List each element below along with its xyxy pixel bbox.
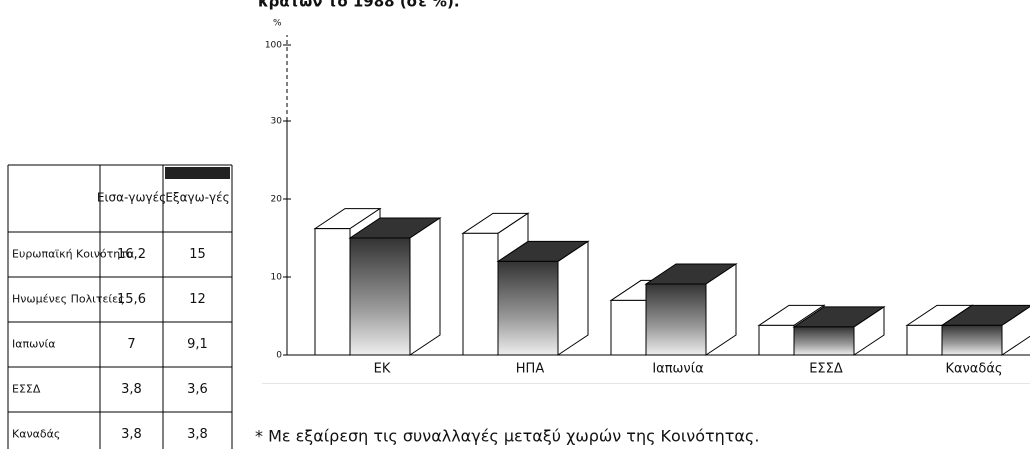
- table-cell: 9,1: [187, 337, 208, 352]
- bar: [610, 299, 647, 356]
- table-cell: Καναδάς: [12, 428, 60, 441]
- bar: [314, 228, 351, 356]
- table-cell: 3,8: [187, 427, 208, 442]
- table-cell: 3,6: [187, 382, 208, 397]
- bar: [793, 326, 855, 356]
- y-tick-label: 30: [271, 117, 283, 127]
- bar: [349, 237, 411, 356]
- y-tick-label: 0: [276, 351, 282, 361]
- table-cell: ΕΣΣΔ: [12, 383, 41, 396]
- x-tick-label: ΗΠΑ: [516, 362, 545, 377]
- x-tick-label: Ιαπωνία: [652, 362, 703, 377]
- bar: [941, 324, 1003, 356]
- bar: [645, 283, 707, 356]
- y-axis-label: %: [273, 19, 282, 29]
- table-cell: 15,6: [117, 292, 146, 307]
- y-tick-label: 20: [271, 195, 283, 205]
- x-tick-label: ΕΣΣΔ: [809, 362, 843, 377]
- table-cell: 16,2: [117, 247, 146, 262]
- bar-side: [557, 240, 589, 356]
- header-shade: [165, 167, 230, 179]
- table-header: Εξαγω-γές: [165, 191, 229, 205]
- y-tick-label: 100: [265, 41, 282, 51]
- y-tick-label: 10: [271, 273, 283, 283]
- bar: [758, 324, 795, 356]
- table-cell: 12: [189, 292, 206, 307]
- table-cell: 7: [127, 337, 135, 352]
- bar: [906, 324, 943, 356]
- table-cell: Ευρωπαϊκή Κοινότητα: [12, 248, 134, 261]
- x-tick-label: ΕΚ: [374, 362, 391, 377]
- footnote: * Με εξαίρεση τις συναλλαγές μεταξύ χωρώ…: [255, 427, 759, 446]
- table-cell: 15: [189, 247, 206, 262]
- table-cell: Ηνωμένες Πολιτείες: [12, 293, 125, 306]
- table-header: Εισα-γωγές: [97, 191, 166, 205]
- table-cell: 3,8: [121, 427, 142, 442]
- table-cell: Ιαπωνία: [12, 338, 55, 351]
- bar-side: [409, 217, 441, 356]
- table-cell: 3,8: [121, 382, 142, 397]
- x-tick-label: Καναδάς: [945, 362, 1002, 377]
- bar: [497, 260, 559, 356]
- chart-title: κρατών το 1988 (σε %).: [258, 0, 460, 11]
- bar: [462, 232, 499, 356]
